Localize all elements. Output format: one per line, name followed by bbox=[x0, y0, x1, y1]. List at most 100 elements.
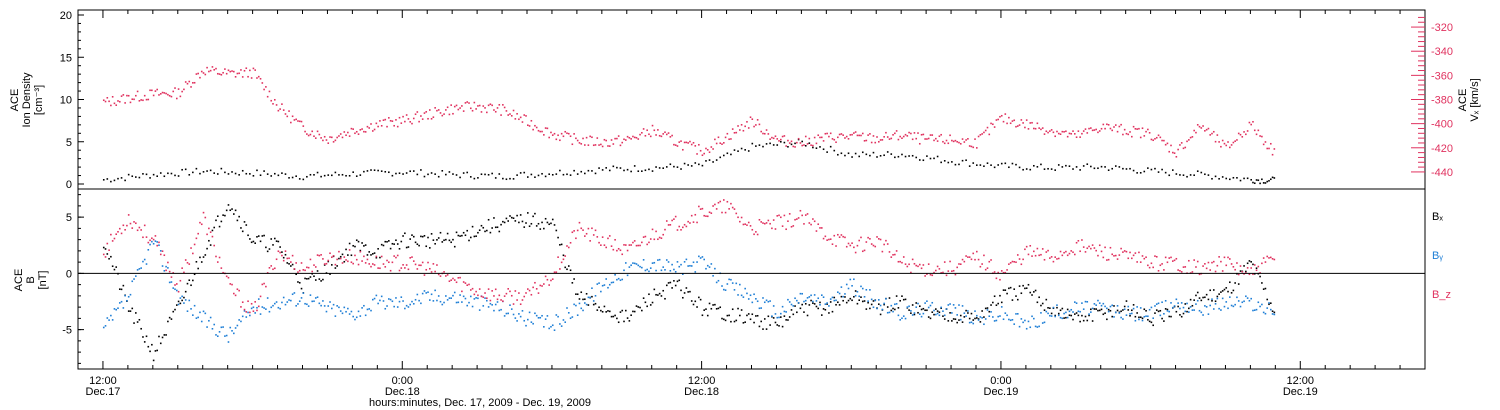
bx-point bbox=[464, 234, 467, 237]
bx-point bbox=[213, 226, 216, 229]
by-point bbox=[951, 312, 953, 314]
vx-point bbox=[824, 132, 827, 135]
bx-point bbox=[384, 240, 387, 243]
vx-point bbox=[443, 113, 445, 115]
top-right-tick-label: -360 bbox=[1431, 70, 1453, 82]
bx-point bbox=[883, 303, 885, 306]
by-point bbox=[698, 255, 700, 258]
vx-point bbox=[1198, 125, 1201, 128]
by-point bbox=[671, 263, 673, 266]
bz-point bbox=[644, 235, 647, 238]
bz-point bbox=[469, 289, 472, 291]
bz-point bbox=[555, 271, 558, 273]
by-point bbox=[327, 305, 330, 307]
bz-point bbox=[1184, 266, 1187, 268]
vx-point bbox=[518, 118, 520, 121]
bz-point bbox=[129, 222, 132, 225]
bz-point bbox=[395, 256, 397, 259]
by-point bbox=[1268, 302, 1270, 304]
by-point bbox=[739, 283, 741, 286]
ion-density-point bbox=[883, 154, 885, 157]
ion-density-point bbox=[170, 172, 173, 175]
vx-point bbox=[1214, 140, 1217, 143]
vx-point bbox=[1143, 135, 1146, 137]
ion-density-point bbox=[755, 145, 757, 147]
bx-point bbox=[225, 209, 228, 212]
by-point bbox=[450, 297, 452, 299]
ion-density-point bbox=[790, 143, 793, 146]
vx-point bbox=[1132, 125, 1135, 128]
bx-point bbox=[1212, 289, 1215, 291]
ion-density-point bbox=[338, 174, 340, 176]
ion-density-point bbox=[616, 166, 618, 169]
bz-point bbox=[208, 227, 210, 230]
bz-point bbox=[263, 282, 265, 285]
bz-point bbox=[236, 288, 239, 291]
bz-point bbox=[981, 263, 983, 265]
bz-point bbox=[521, 299, 524, 301]
by-point bbox=[619, 279, 622, 282]
ion-density-point bbox=[502, 177, 504, 180]
by-point bbox=[753, 293, 755, 296]
by-point bbox=[405, 304, 408, 307]
bx-point bbox=[361, 242, 363, 244]
ion-density-point bbox=[961, 159, 964, 162]
ion-density-point bbox=[598, 167, 600, 169]
vx-point bbox=[819, 136, 821, 139]
bz-point bbox=[696, 221, 698, 224]
bx-point bbox=[115, 266, 118, 268]
bz-point bbox=[1179, 270, 1181, 272]
bx-point bbox=[316, 270, 319, 272]
ion-density-point bbox=[983, 165, 985, 168]
by-point bbox=[769, 300, 771, 302]
bx-point bbox=[696, 306, 698, 308]
bx-point bbox=[961, 321, 964, 323]
by-point bbox=[605, 278, 607, 280]
by-point bbox=[282, 296, 285, 299]
vx-point bbox=[902, 135, 905, 138]
bz-point bbox=[355, 258, 358, 261]
bz-point bbox=[860, 236, 862, 239]
by-point bbox=[701, 256, 704, 258]
by-point bbox=[703, 258, 705, 261]
bz-point bbox=[183, 271, 185, 274]
vx-point bbox=[624, 139, 627, 141]
bz-point bbox=[990, 259, 992, 261]
by-point bbox=[774, 313, 777, 315]
vx-point bbox=[322, 139, 324, 142]
vx-point bbox=[596, 137, 599, 139]
bx-point bbox=[393, 243, 395, 245]
bz-point bbox=[1004, 271, 1007, 274]
ion-density-point bbox=[965, 159, 967, 162]
bx-point bbox=[1109, 309, 1112, 312]
bz-point bbox=[199, 221, 201, 224]
vx-point bbox=[623, 138, 625, 141]
bz-point bbox=[952, 269, 955, 272]
bx-point bbox=[580, 291, 583, 294]
bx-point bbox=[1061, 307, 1064, 310]
by-point bbox=[844, 293, 846, 295]
by-point bbox=[1077, 310, 1080, 313]
bz-point bbox=[1052, 260, 1055, 263]
ion-density-point bbox=[1104, 166, 1106, 168]
bz-point bbox=[967, 256, 969, 258]
by-point bbox=[437, 295, 440, 297]
bx-point bbox=[674, 284, 677, 287]
by-point bbox=[290, 299, 292, 302]
bx-point bbox=[186, 282, 189, 285]
vx-point bbox=[459, 107, 461, 109]
bz-point bbox=[573, 230, 575, 232]
ion-density-point bbox=[327, 174, 330, 176]
vx-point bbox=[771, 136, 773, 139]
by-point bbox=[181, 295, 183, 298]
vx-point bbox=[1237, 132, 1240, 135]
ion-density-point bbox=[1072, 168, 1074, 170]
bz-point bbox=[1248, 273, 1251, 276]
bz-point bbox=[281, 254, 283, 257]
bx-point bbox=[338, 257, 340, 260]
by-point bbox=[484, 297, 486, 299]
bz-point bbox=[605, 246, 607, 249]
vx-point bbox=[817, 134, 820, 137]
bz-point bbox=[1214, 270, 1217, 273]
ion-density-point bbox=[110, 180, 112, 183]
